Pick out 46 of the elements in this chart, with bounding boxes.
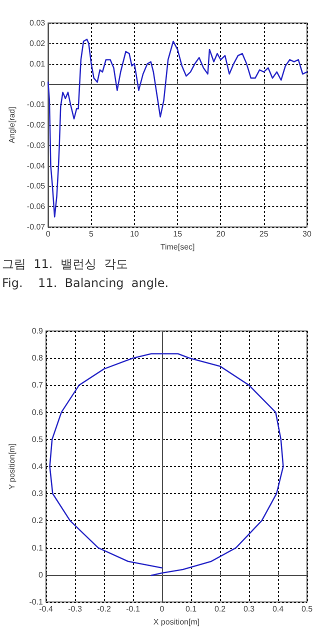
x-axis-title: X position[m] — [153, 617, 200, 626]
y-tick-label: 0.7 — [32, 380, 44, 390]
x-tick-label: 0.3 — [243, 604, 256, 614]
x-tick-label: 0.1 — [185, 604, 198, 614]
y-tick-label: 0.03 — [30, 18, 46, 28]
x-tick-label: -0.1 — [126, 604, 140, 614]
y-axis-title: Y position[m] — [8, 443, 16, 490]
x-tick-label: 0.2 — [214, 604, 226, 614]
y-tick-label: 0.4 — [32, 462, 44, 471]
y-tick-label: -0.02 — [26, 120, 46, 130]
y-axis-title: Angle[rad] — [8, 106, 16, 144]
y-tick-label: -0.1 — [29, 598, 44, 606]
y-tick-label: 0.2 — [32, 516, 44, 526]
y-tick-label: 0.6 — [32, 408, 44, 417]
y-tick-label: 0 — [38, 570, 44, 580]
y-tick-label: -0.01 — [26, 100, 46, 110]
y-tick-label: -0.06 — [26, 202, 46, 212]
x-tick-label: -0.4 — [39, 604, 54, 614]
x-tick-label: 10 — [130, 230, 140, 238]
y-tick-label: 0.9 — [32, 326, 44, 336]
y-tick-label: 0.3 — [32, 489, 44, 498]
y-tick-label: -0.07 — [26, 222, 46, 232]
y-tick-label: -0.04 — [26, 161, 46, 170]
x-tick-label: 20 — [216, 230, 226, 238]
x-axis-title: Time[sec] — [160, 242, 195, 252]
y-tick-label: -0.05 — [26, 182, 46, 191]
x-tick-label: -0.2 — [97, 604, 112, 614]
caption: Fig. 11. Balancing angle. — [2, 276, 169, 290]
x-tick-label: 0.5 — [301, 604, 314, 614]
x-tick-label: 25 — [259, 230, 269, 238]
y-tick-label: 0.02 — [30, 38, 46, 48]
y-tick-label: -0.03 — [26, 140, 46, 150]
y-tick-label: 0.1 — [32, 543, 44, 552]
x-tick-label: 0 — [160, 604, 165, 614]
y-tick-label: 0.8 — [32, 354, 44, 363]
x-tick-label: -0.3 — [68, 604, 82, 614]
y-tick-label: 0 — [40, 80, 46, 89]
x-tick-label: 0.4 — [272, 604, 284, 614]
y-tick-label: 0.5 — [32, 434, 44, 444]
x-tick-label: 5 — [89, 230, 94, 238]
caption: 그림 11. 밸런싱 각도 — [2, 256, 128, 273]
y-tick-label: 0.01 — [30, 59, 46, 68]
x-tick-label: 15 — [173, 230, 183, 238]
line-series — [47, 38, 308, 218]
x-tick-label: 30 — [302, 230, 312, 238]
line-series — [49, 353, 284, 576]
